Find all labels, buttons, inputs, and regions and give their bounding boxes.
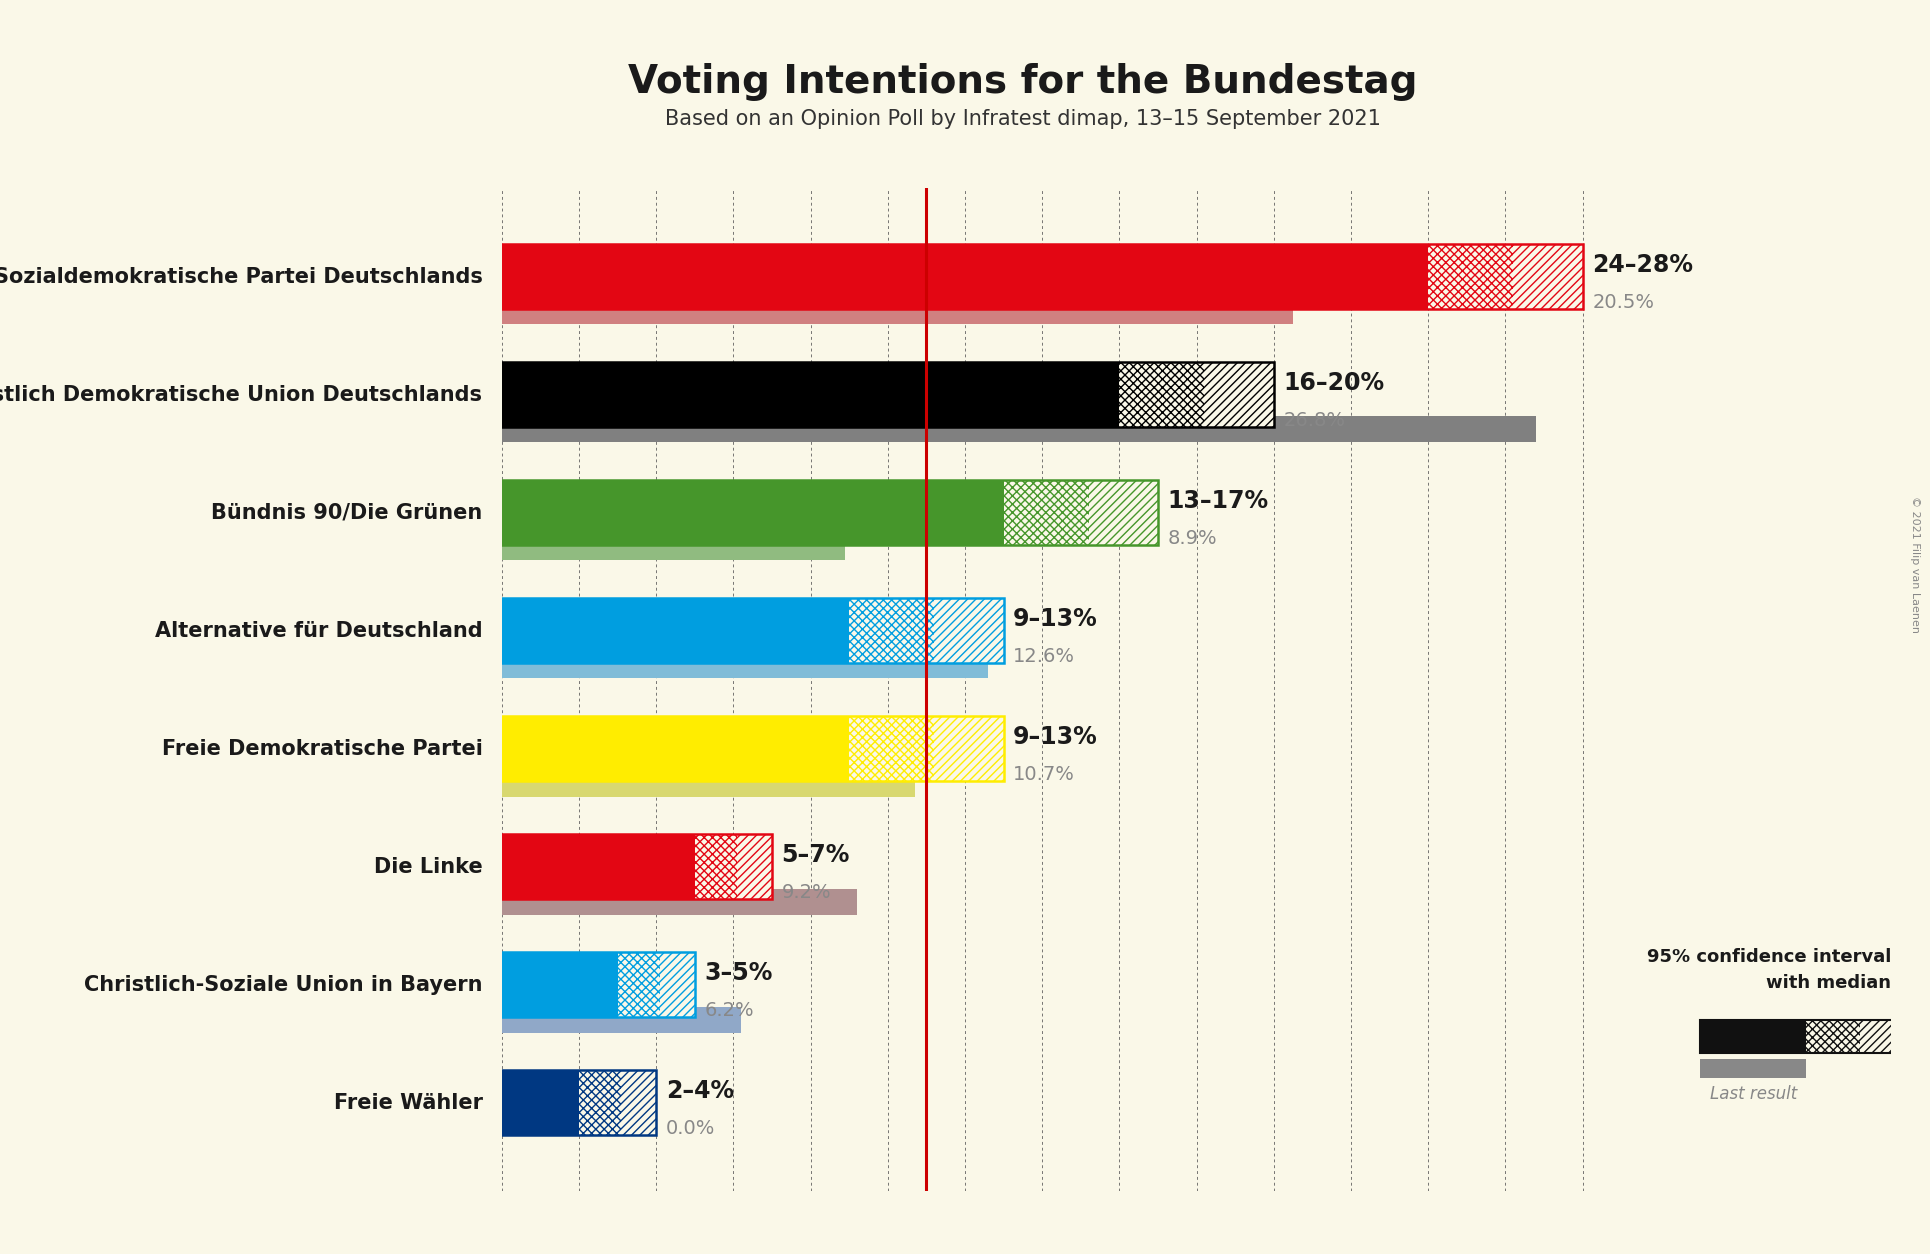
Text: 2–4%: 2–4% xyxy=(666,1078,733,1104)
Bar xyxy=(502,245,1428,308)
Bar xyxy=(502,652,988,678)
Text: Christlich Demokratische Union Deutschlands: Christlich Demokratische Union Deutschla… xyxy=(0,385,482,405)
Text: 9–13%: 9–13% xyxy=(1013,607,1098,631)
Bar xyxy=(849,598,934,663)
Bar xyxy=(660,952,695,1017)
Bar xyxy=(502,298,1293,325)
Bar xyxy=(502,834,695,899)
Text: Sozialdemokratische Partei Deutschlands: Sozialdemokratische Partei Deutschlands xyxy=(0,267,482,287)
Bar xyxy=(502,1071,579,1135)
Text: 9–13%: 9–13% xyxy=(1013,725,1098,749)
Text: Freie Wähler: Freie Wähler xyxy=(334,1092,482,1112)
Bar xyxy=(621,1071,656,1135)
Bar xyxy=(502,598,1004,663)
Text: 9.2%: 9.2% xyxy=(782,883,832,902)
Text: 6.2%: 6.2% xyxy=(704,1001,755,1021)
Text: 13–17%: 13–17% xyxy=(1168,489,1268,513)
Bar xyxy=(502,245,1583,308)
Bar xyxy=(1204,362,1274,428)
Bar xyxy=(502,834,772,899)
Bar xyxy=(502,716,849,781)
Text: Die Linke: Die Linke xyxy=(374,856,482,877)
Text: 95% confidence interval: 95% confidence interval xyxy=(1646,948,1891,966)
Bar xyxy=(737,834,772,899)
Bar xyxy=(502,1007,741,1032)
Bar xyxy=(502,480,1004,545)
Text: Alternative für Deutschland: Alternative für Deutschland xyxy=(154,621,482,641)
Text: Based on an Opinion Poll by Infratest dimap, 13–15 September 2021: Based on an Opinion Poll by Infratest di… xyxy=(666,109,1380,129)
Text: 3–5%: 3–5% xyxy=(704,961,772,984)
Text: 24–28%: 24–28% xyxy=(1592,253,1693,277)
Bar xyxy=(502,889,857,914)
Bar xyxy=(1700,1020,1806,1053)
Bar xyxy=(1428,245,1513,308)
Bar xyxy=(1806,1020,1859,1053)
Bar xyxy=(502,362,1119,428)
Bar xyxy=(579,1071,621,1135)
Bar xyxy=(502,598,849,663)
Bar xyxy=(934,716,1004,781)
Bar xyxy=(618,952,660,1017)
Text: © 2021 Filip van Laenen: © 2021 Filip van Laenen xyxy=(1909,495,1920,633)
Bar xyxy=(1859,1020,1901,1053)
Text: 5–7%: 5–7% xyxy=(782,843,849,867)
Text: 20.5%: 20.5% xyxy=(1592,293,1654,312)
Bar xyxy=(1700,1020,1901,1053)
Text: Bündnis 90/Die Grünen: Bündnis 90/Die Grünen xyxy=(210,503,483,523)
Text: 12.6%: 12.6% xyxy=(1013,647,1075,666)
Bar xyxy=(502,362,1274,428)
Text: Voting Intentions for the Bundestag: Voting Intentions for the Bundestag xyxy=(627,63,1419,100)
Bar xyxy=(502,952,618,1017)
Bar xyxy=(1119,362,1204,428)
Text: with median: with median xyxy=(1766,974,1891,992)
Text: 26.8%: 26.8% xyxy=(1283,411,1345,430)
Bar xyxy=(502,952,695,1017)
Bar xyxy=(695,834,737,899)
Bar xyxy=(1089,480,1158,545)
Text: 8.9%: 8.9% xyxy=(1168,529,1218,548)
Text: 16–20%: 16–20% xyxy=(1283,371,1384,395)
Bar xyxy=(849,716,934,781)
Text: 10.7%: 10.7% xyxy=(1013,765,1075,784)
Text: Christlich-Soziale Union in Bayern: Christlich-Soziale Union in Bayern xyxy=(85,974,483,994)
Text: 0.0%: 0.0% xyxy=(666,1120,716,1139)
Bar xyxy=(502,1071,656,1135)
Bar xyxy=(1700,1060,1806,1077)
Bar xyxy=(502,480,1158,545)
Bar xyxy=(502,534,845,561)
Bar xyxy=(502,416,1536,443)
Bar xyxy=(1513,245,1583,308)
Bar xyxy=(502,716,1004,781)
Bar xyxy=(934,598,1004,663)
Text: Last result: Last result xyxy=(1710,1085,1797,1104)
Bar xyxy=(1004,480,1089,545)
Bar xyxy=(502,770,915,796)
Text: Freie Demokratische Partei: Freie Demokratische Partei xyxy=(162,739,482,759)
